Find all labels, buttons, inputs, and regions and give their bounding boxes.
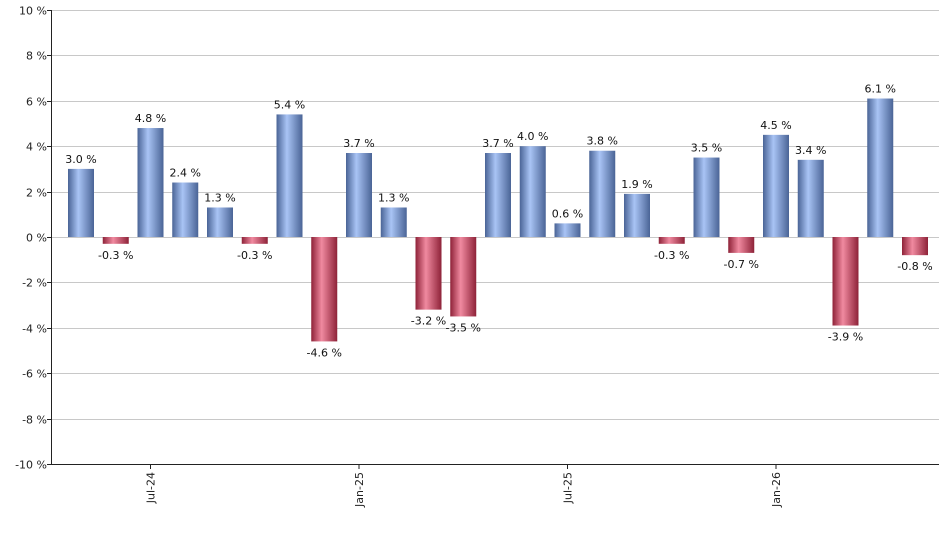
data-label: 1.3 %	[204, 191, 235, 204]
data-label: 3.0 %	[65, 153, 96, 166]
data-label: -3.9 %	[828, 331, 863, 344]
bar-negative	[102, 237, 129, 244]
y-tick-label: 0 %	[26, 232, 47, 245]
bar-positive	[867, 98, 894, 237]
data-label: 2.4 %	[170, 167, 201, 180]
y-tick-label: -8 %	[22, 414, 47, 427]
bar-positive	[207, 207, 233, 237]
x-axis-tick-labels: Jul-24 Jan-25 Jul-25 Jan-26	[145, 472, 784, 508]
data-label: -3.2 %	[411, 315, 446, 328]
y-tick-label: 2 %	[26, 187, 47, 200]
data-label: 4.0 %	[517, 130, 548, 143]
bar-positive	[797, 159, 824, 237]
data-label: 3.4 %	[795, 144, 826, 157]
data-label: 3.7 %	[482, 137, 513, 150]
bar-positive	[485, 153, 511, 237]
bar-positive	[276, 114, 303, 237]
bar-negative	[728, 237, 755, 253]
bar-negative	[311, 237, 338, 342]
bar-negative	[902, 237, 928, 256]
y-tick-label: 4 %	[26, 141, 47, 154]
bar-negative	[832, 237, 859, 326]
data-label: 4.5 %	[760, 119, 791, 132]
bar-positive	[519, 146, 546, 237]
y-axis-tick-labels: 10 % 8 % 6 % 4 % 2 % 0 % -2 % -4 % -6 % -8 % -10 %	[15, 5, 47, 472]
bar-positive	[693, 157, 720, 237]
y-tick-label: -10 %	[15, 459, 47, 472]
data-label: -0.3 %	[654, 249, 689, 262]
bar-negative	[658, 237, 685, 244]
data-label: 6.1 %	[865, 83, 896, 96]
data-label: 3.8 %	[587, 135, 618, 148]
x-tick-label: Jul-25	[562, 472, 575, 504]
bars	[68, 98, 928, 342]
data-labels: 3.0 %-0.3 %4.8 %2.4 %1.3 %-0.3 %5.4 %-4.…	[65, 83, 932, 360]
bar-positive	[554, 223, 581, 237]
data-label: -0.8 %	[897, 260, 932, 273]
grid-lines	[51, 10, 939, 465]
x-tick-label: Jan-26	[770, 472, 783, 508]
y-tick-label: -2 %	[22, 277, 47, 290]
bar-positive	[624, 193, 650, 237]
y-tick-label: 6 %	[26, 96, 47, 109]
data-label: -0.3 %	[98, 249, 133, 262]
axes	[47, 10, 939, 469]
bar-negative	[415, 237, 442, 310]
data-label: 0.6 %	[552, 207, 583, 220]
y-tick-label: 10 %	[19, 5, 47, 18]
x-tick-label: Jan-25	[353, 472, 366, 508]
data-label: 1.9 %	[621, 178, 652, 191]
y-tick-label: 8 %	[26, 50, 47, 63]
data-label: -0.7 %	[724, 258, 759, 271]
bar-positive	[137, 128, 164, 237]
bar-negative	[241, 237, 268, 244]
x-tick-label: Jul-24	[145, 472, 158, 504]
bar-positive	[172, 182, 199, 237]
data-label: -3.5 %	[446, 321, 481, 334]
y-tick-label: -6 %	[22, 368, 47, 381]
data-label: 4.8 %	[135, 112, 166, 125]
bar-positive	[346, 153, 372, 237]
data-label: -0.3 %	[237, 249, 272, 262]
data-label: 3.5 %	[691, 142, 722, 155]
bar-positive	[68, 168, 94, 237]
data-label: 3.7 %	[343, 137, 374, 150]
data-label: 1.3 %	[378, 191, 409, 204]
data-label: 5.4 %	[274, 98, 305, 111]
bar-positive	[763, 134, 789, 237]
data-label: -4.6 %	[307, 346, 342, 359]
bar-negative	[450, 237, 477, 317]
y-tick-label: -4 %	[22, 323, 47, 336]
bar-positive	[380, 207, 407, 237]
bar-positive	[589, 150, 616, 237]
